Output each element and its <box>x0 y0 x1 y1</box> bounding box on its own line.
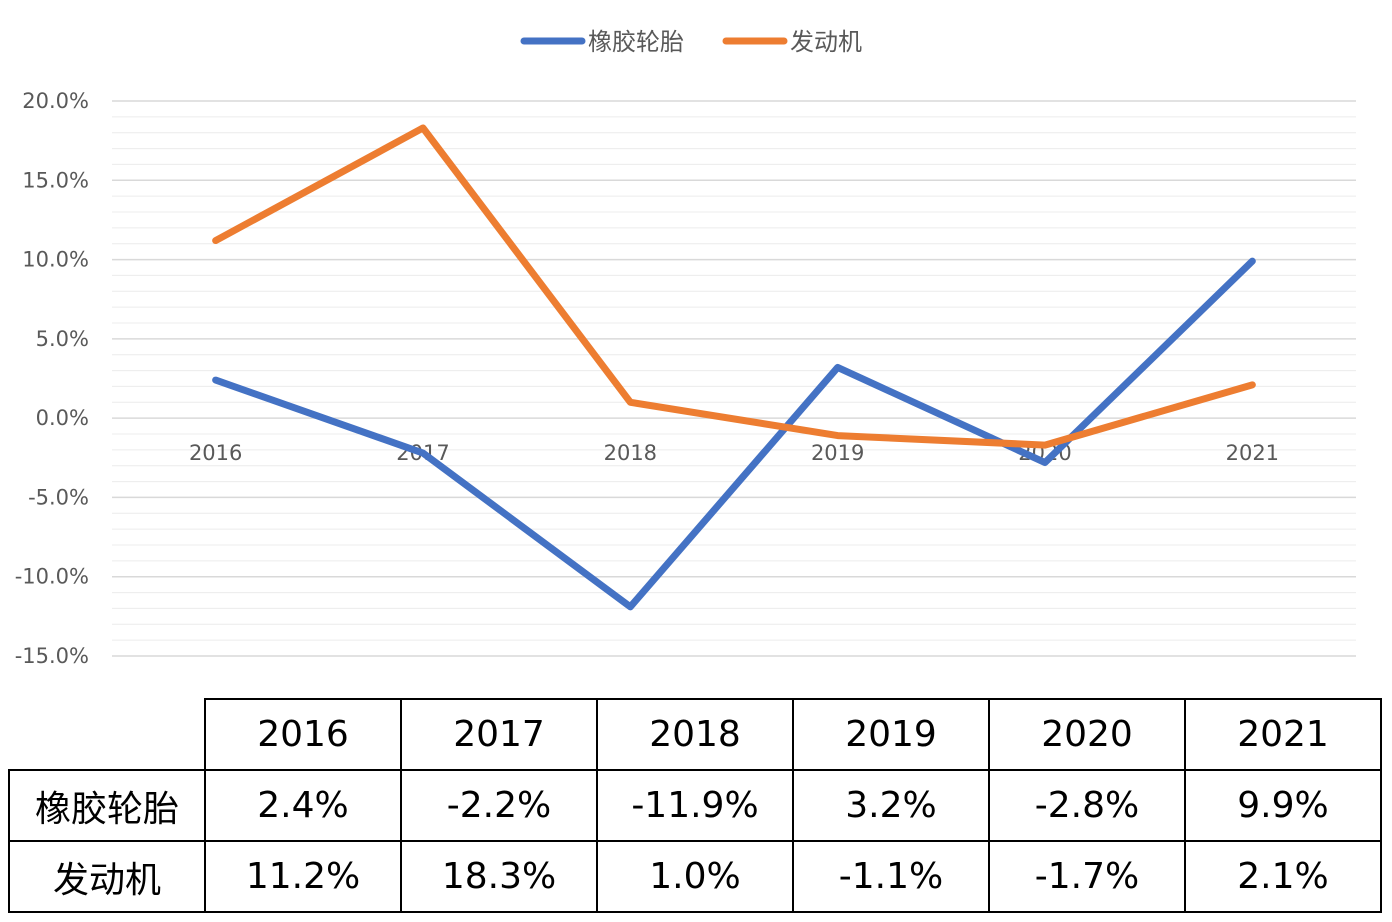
table-header-cell: 2021 <box>1184 698 1382 771</box>
y-tick-label: 5.0% <box>36 327 89 351</box>
table-header-cell: 2017 <box>400 698 598 771</box>
table-cell: -1.7% <box>988 840 1186 913</box>
legend-label-series-1: 橡胶轮胎 <box>588 28 684 56</box>
table-cell: -2.2% <box>400 769 598 842</box>
table-header-cell: 2018 <box>596 698 794 771</box>
y-tick-label: 0.0% <box>36 406 89 430</box>
table-header-cell: 2020 <box>988 698 1186 771</box>
table-cell: 9.9% <box>1184 769 1382 842</box>
line-chart: 20.0% 15.0% 10.0% 5.0% 0.0% -5.0% -10.0% -15.0%… <box>15 28 1356 668</box>
x-tick-label: 2021 <box>1226 441 1279 465</box>
legend: 橡胶轮胎 发动机 <box>520 28 862 56</box>
table-row: 发动机 11.2% 18.3% 1.0% -1.1% -1.7% 2.1% <box>8 840 1382 913</box>
series-lines <box>212 124 1256 611</box>
table-header-cell: 2016 <box>204 698 402 771</box>
table-row: 橡胶轮胎 2.4% -2.2% -11.9% 3.2% -2.8% 9.9% <box>8 769 1382 842</box>
table-row-label: 橡胶轮胎 <box>8 769 206 842</box>
table-cell: -1.1% <box>792 840 990 913</box>
legend-label-series-2: 发动机 <box>790 28 862 56</box>
y-tick-label: -5.0% <box>28 485 89 509</box>
gridlines <box>112 100 1356 657</box>
y-tick-label: -15.0% <box>15 644 89 668</box>
x-tick-label: 2019 <box>811 441 864 465</box>
series-line-2 <box>212 124 1256 449</box>
series-line-1 <box>212 257 1256 611</box>
table-cell: -2.8% <box>988 769 1186 842</box>
x-tick-label: 2016 <box>189 441 242 465</box>
data-table: 2016 2017 2018 2019 2020 2021 橡胶轮胎 2.4% … <box>8 698 1382 913</box>
y-tick-label: 20.0% <box>22 89 89 113</box>
table-row-label: 发动机 <box>8 840 206 913</box>
table-corner-cell <box>9 699 206 771</box>
table-header-row: 2016 2017 2018 2019 2020 2021 <box>9 698 1382 771</box>
table-cell: 18.3% <box>400 840 598 913</box>
table-cell: 2.4% <box>204 769 402 842</box>
table-cell: 1.0% <box>596 840 794 913</box>
x-tick-label: 2018 <box>604 441 657 465</box>
table-cell: 2.1% <box>1184 840 1382 913</box>
x-axis-labels: 2016 2017 2018 2019 2020 2021 <box>189 441 1279 465</box>
y-tick-label: -10.0% <box>15 565 89 589</box>
table-cell: 11.2% <box>204 840 402 913</box>
y-tick-label: 15.0% <box>22 168 89 192</box>
y-tick-label: 10.0% <box>22 248 89 272</box>
table-cell: -11.9% <box>596 769 794 842</box>
table-header-cell: 2019 <box>792 698 990 771</box>
table-cell: 3.2% <box>792 769 990 842</box>
y-axis: 20.0% 15.0% 10.0% 5.0% 0.0% -5.0% -10.0% -15.0% <box>15 89 89 668</box>
